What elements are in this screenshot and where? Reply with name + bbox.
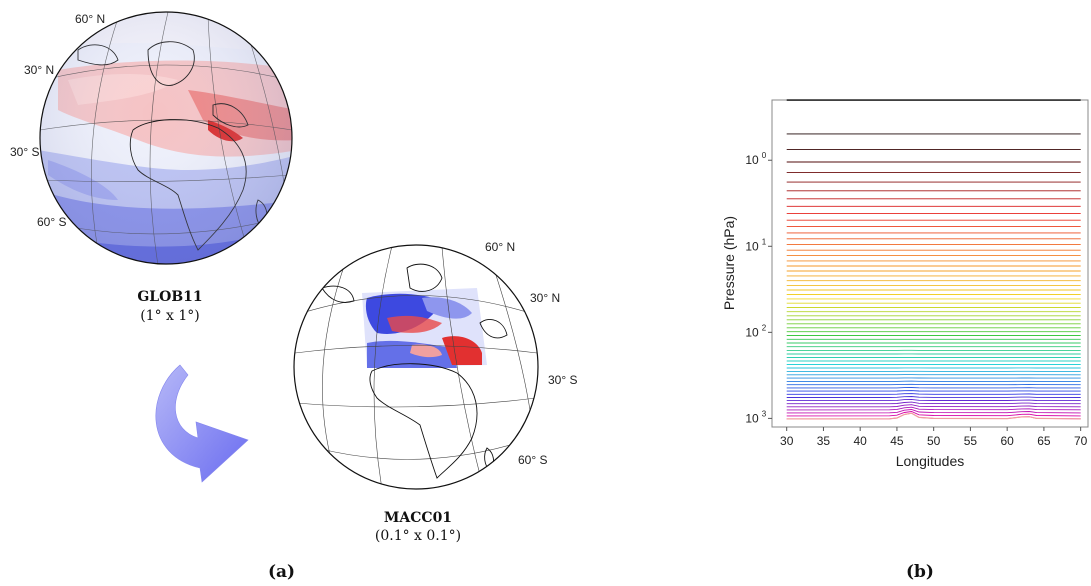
x-ticks: 30 35 40 45 50 55 60 65 70 (780, 427, 1088, 448)
y-tick-label: 10 (745, 153, 759, 167)
level-line (786, 393, 1081, 395)
globe-glob11 (39, 11, 293, 265)
x-tick-label: 50 (927, 434, 941, 448)
macc01-lat-30n: 30° N (530, 291, 561, 305)
macc01-resolution: (0.1° x 0.1°) (374, 528, 462, 544)
level-line (786, 396, 1081, 398)
macc01-lat-60n: 60° N (485, 240, 516, 254)
level-line (786, 409, 1081, 414)
glob11-resolution: (1° x 1°) (140, 308, 200, 324)
level-line (786, 390, 1081, 392)
y-tick-exponent: 3 (762, 409, 767, 418)
x-tick-label: 60 (1000, 434, 1014, 448)
level-lines (786, 99, 1081, 420)
level-line (786, 398, 1081, 402)
x-tick-label: 65 (1037, 434, 1051, 448)
macc01-lat-60s: 60° S (518, 453, 548, 467)
macc01-lat-30s: 30° S (548, 373, 578, 387)
x-tick-label: 55 (964, 434, 978, 448)
x-tick-label: 30 (780, 434, 794, 448)
glob11-lat-30s: 30° S (10, 145, 40, 159)
surface-line (786, 412, 1081, 420)
macc01-name: MACC01 (383, 510, 453, 526)
glob11-lat-60s: 60° S (37, 215, 67, 229)
y-tick-exponent: 0 (762, 151, 767, 160)
level-line (786, 406, 1081, 411)
transition-arrow (155, 364, 249, 483)
x-tick-label: 35 (817, 434, 831, 448)
level-line (786, 411, 1081, 417)
x-tick-label: 70 (1074, 434, 1088, 448)
y-tick-label: 10 (745, 325, 759, 339)
panel-a-label: (a) (268, 562, 296, 582)
level-line (786, 401, 1081, 405)
y-tick-label: 10 (745, 239, 759, 253)
x-tick-label: 45 (890, 434, 904, 448)
y-axis-label: Pressure (hPa) (721, 216, 737, 310)
y-tick-exponent: 2 (762, 323, 767, 332)
panel-b-label: (b) (906, 562, 934, 582)
plot-frame (771, 99, 1089, 428)
x-tick-label: 40 (854, 434, 868, 448)
glob11-lat-30n: 30° N (24, 63, 55, 77)
x-axis-label: Longitudes (896, 453, 965, 469)
level-line (786, 404, 1081, 408)
y-tick-exponent: 1 (762, 237, 767, 246)
glob11-name: GLOB11 (137, 289, 203, 305)
y-tick-label: 10 (745, 411, 759, 425)
globe-macc01 (293, 244, 539, 490)
glob11-lat-60n: 60° N (75, 12, 106, 26)
